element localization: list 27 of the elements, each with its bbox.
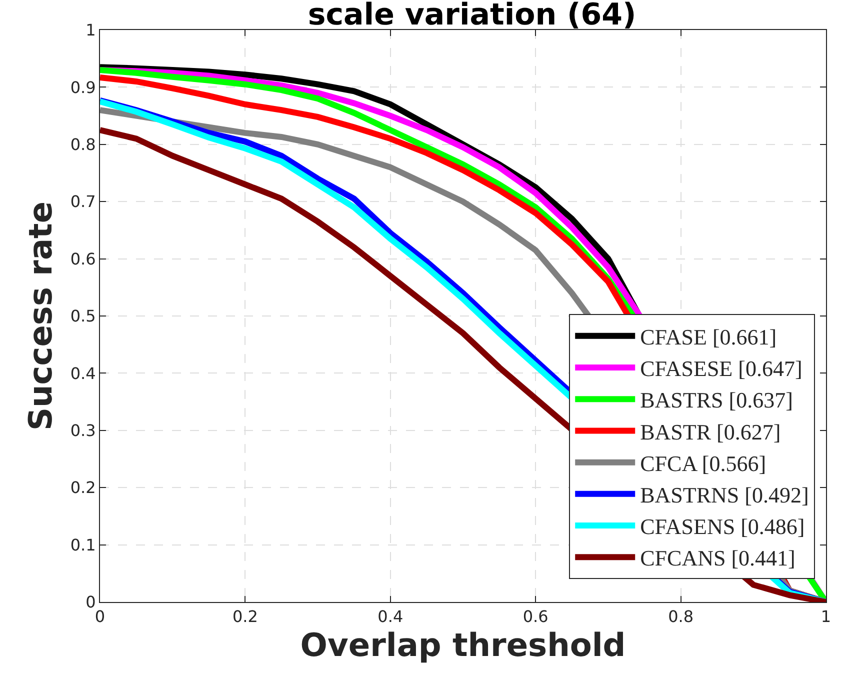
x-axis-title: Overlap threshold — [300, 626, 626, 664]
x-tick-label: 0.2 — [232, 607, 258, 626]
x-tick-label: 0.8 — [668, 607, 694, 626]
legend-label: CFCANS [0.441] — [640, 546, 796, 571]
y-tick-label: 0.4 — [70, 364, 96, 383]
y-tick-label: 0.8 — [70, 135, 96, 154]
legend-label: CFASESE [0.647] — [640, 356, 802, 382]
y-axis-title: Success rate — [22, 201, 60, 431]
legend-label: CFASENS [0.486] — [640, 514, 805, 540]
x-tick-label: 0.4 — [378, 607, 404, 626]
y-tick-label: 0.5 — [70, 306, 96, 326]
y-tick-label: 0.3 — [70, 421, 96, 440]
legend-label: BASTRNS [0.492] — [640, 482, 809, 508]
y-tick-label: 0 — [86, 592, 96, 612]
y-tick-label: 0.6 — [70, 249, 96, 268]
legend-label: CFASE [0.661] — [640, 324, 777, 350]
y-tick-label: 1 — [86, 20, 96, 40]
y-tick-label: 0.9 — [70, 78, 96, 97]
y-tick-label: 0.2 — [70, 478, 96, 498]
x-tick-label: 0.6 — [522, 607, 548, 626]
x-tick-label: 1 — [820, 607, 832, 626]
chart-title: scale variation (64) — [308, 0, 636, 32]
legend-label: BASTRS [0.637] — [640, 388, 793, 413]
y-tick-label: 0.1 — [70, 535, 96, 554]
legend-label: CFCA [0.566] — [640, 450, 766, 476]
legend-label: BASTR [0.627] — [640, 419, 781, 444]
y-tick-label: 0.7 — [70, 192, 96, 212]
